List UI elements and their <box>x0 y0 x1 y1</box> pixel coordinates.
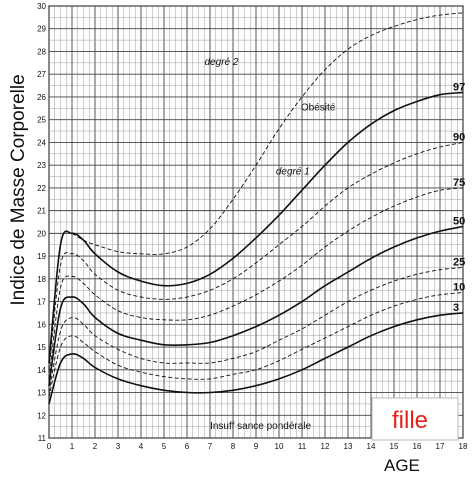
y-tick-label: 29 <box>37 25 46 34</box>
x-tick-label: 10 <box>275 442 284 451</box>
chart-annotation: Obésité <box>301 103 336 114</box>
y-tick-label: 25 <box>37 116 46 125</box>
percentile-label: 10 <box>453 281 465 293</box>
y-tick-label: 24 <box>37 138 46 147</box>
curve-p3 <box>48 312 464 405</box>
y-tick-label: 21 <box>37 207 46 216</box>
x-tick-label: 12 <box>321 442 330 451</box>
y-tick-label: 19 <box>37 252 46 261</box>
y-tick-label: 12 <box>37 411 46 420</box>
tick-labels: 0 1 2 3 4 5 6 7 8 9 10 11 12 13 14 15 16 17 18111213141516… <box>37 2 468 451</box>
percentile-label: 3 <box>453 302 459 314</box>
x-tick-label: 11 <box>298 442 307 451</box>
curve-p50 <box>48 225 464 386</box>
chart-annotation: Insuff sance pondérale <box>210 421 311 432</box>
x-tick-label: 2 <box>93 442 98 451</box>
x-tick-label: 8 <box>231 442 236 451</box>
y-tick-label: 27 <box>37 70 46 79</box>
gender-badge-label: fille <box>392 407 428 434</box>
chart-annotation: degré 1 <box>276 166 310 177</box>
x-tick-label: 6 <box>185 442 190 451</box>
curve-obesity-grade2 <box>71 12 464 255</box>
y-tick-label: 20 <box>37 229 46 238</box>
y-tick-label: 16 <box>37 320 46 329</box>
gender-badge-box <box>371 397 459 441</box>
y-tick-label: 23 <box>37 161 46 170</box>
percentile-label: 25 <box>453 256 465 268</box>
curve-p25 <box>48 267 464 393</box>
x-tick-label: 14 <box>367 442 376 451</box>
curve-p90 <box>48 141 464 370</box>
y-tick-label: 13 <box>37 389 46 398</box>
x-tick-label: 17 <box>436 442 445 451</box>
x-tick-label: 3 <box>116 442 121 451</box>
x-tick-label: 5 <box>162 442 167 451</box>
percentile-label: 97 <box>453 81 465 93</box>
x-tick-label: 13 <box>344 442 353 451</box>
chart-annotation: degré 2 <box>205 57 239 68</box>
chart-grid <box>48 5 464 439</box>
x-tick-label: 1 <box>70 442 75 451</box>
x-tick-label: 7 <box>208 442 213 451</box>
gender-badge: fille <box>371 397 459 441</box>
y-tick-label: 14 <box>37 366 46 375</box>
y-tick-label: 15 <box>37 343 46 352</box>
y-tick-label: 26 <box>37 93 46 102</box>
percentile-label: 90 <box>453 131 465 143</box>
x-tick-label: 0 <box>47 442 52 451</box>
y-tick-label: 28 <box>37 47 46 56</box>
curve-p10 <box>48 292 464 398</box>
curves-layer <box>48 12 464 405</box>
y-tick-label: 30 <box>37 2 46 11</box>
x-tick-label: 15 <box>390 442 399 451</box>
x-tick-label: 4 <box>139 442 144 451</box>
right-percentile-labels: 97 90 75 50 25 10 3 <box>453 81 465 314</box>
y-tick-label: 22 <box>37 184 46 193</box>
x-tick-label: 9 <box>254 442 259 451</box>
y-tick-label: 17 <box>37 298 46 307</box>
annotations: degré 2 Obésité degré 1 Insuff sance pondér… <box>205 57 336 432</box>
curve-p75 <box>48 187 464 379</box>
x-tick-label: 18 <box>459 442 468 451</box>
y-axis-title: Indice de Masse Corporelle <box>8 74 29 305</box>
x-tick-label: 16 <box>413 442 422 451</box>
y-tick-label: 11 <box>38 434 47 443</box>
percentile-label: 75 <box>453 177 465 189</box>
percentile-label: 50 <box>453 216 465 228</box>
y-tick-label: 18 <box>37 275 46 284</box>
x-axis-title: AGE <box>384 456 420 475</box>
